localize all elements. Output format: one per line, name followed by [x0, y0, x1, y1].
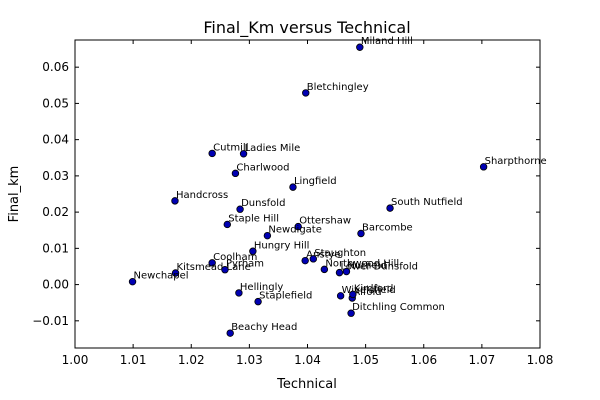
point-label: Bletchingley: [307, 82, 369, 93]
point-label: Beachy Head: [231, 322, 297, 333]
point-label: Ditchling Common: [352, 302, 445, 313]
y-tick-label: 0.03: [42, 169, 69, 183]
point-label: Staughton: [314, 248, 366, 259]
x-tick-label: 1.06: [410, 353, 437, 367]
data-point: [263, 231, 272, 240]
x-tick-label: 1.03: [236, 353, 263, 367]
point-label: Coolham: [213, 252, 257, 263]
y-tick-label: 0.02: [42, 205, 69, 219]
point-label: Barcombe: [362, 222, 413, 233]
axis-ticks: 1.00 1.01 1.02 1.03 1.04 1.05 1.06 1.07 1.08 −0.0…: [32, 40, 553, 367]
data-point: [254, 297, 262, 306]
point-label: Staplefield: [259, 291, 312, 302]
point-label: Nutfield: [347, 261, 386, 272]
data-point: [249, 247, 257, 255]
data-point: [302, 89, 310, 97]
data-point: [294, 222, 302, 231]
point-label: Pyrham: [226, 259, 264, 270]
x-tick-label: 1.05: [352, 353, 379, 367]
data-point: [336, 292, 345, 300]
data-point: [357, 229, 365, 238]
y-tick-label: 0.01: [42, 241, 69, 255]
data-point: [231, 169, 240, 178]
x-axis-label: Technical: [276, 377, 337, 392]
point-label: Kitsmead Lane: [177, 262, 251, 273]
point-label: Ladies Mile: [245, 143, 301, 154]
data-point: [226, 329, 234, 337]
x-tick-label: 1.04: [294, 353, 321, 367]
x-tick-label: 1.01: [120, 353, 147, 367]
data-point: [347, 309, 355, 317]
point-label: Anstye: [306, 250, 340, 261]
point-label: Charlwood: [236, 162, 289, 173]
data-point: [289, 183, 297, 191]
data-point: [301, 256, 309, 265]
y-tick-label: 0.05: [42, 96, 69, 110]
point-label: Sharpthorne: [485, 156, 547, 167]
data-point: [309, 255, 318, 263]
y-axis-label: Final_km: [7, 166, 22, 223]
data-point: [386, 204, 394, 212]
data-point: [221, 266, 229, 274]
data-point: [208, 259, 216, 267]
data-point: [128, 277, 137, 286]
data-point: [171, 197, 179, 205]
data-point: [236, 205, 244, 213]
point-label: Hungry Hill: [254, 240, 310, 251]
point-label: Alfold: [353, 287, 381, 298]
data-point: [235, 289, 243, 297]
x-tick-label: 1.02: [178, 353, 205, 367]
point-label: Handcross: [176, 190, 228, 201]
data-point: [349, 290, 357, 299]
point-label: Wivelsfield: [342, 285, 396, 296]
point-label: Lingfield: [294, 176, 337, 187]
y-tick-label: 0.04: [42, 133, 69, 147]
point-label: Kirdford: [354, 283, 394, 294]
data-point: [342, 267, 351, 276]
data-point: [335, 268, 344, 277]
y-tick-label: 0.00: [42, 278, 69, 292]
point-label: Miland Hill: [361, 36, 413, 47]
y-tick-label: 0.06: [42, 60, 69, 74]
point-label: Cutmill: [213, 142, 248, 153]
point-label: Ottershaw: [299, 216, 351, 227]
y-tick-label: −0.01: [32, 314, 69, 328]
point-label: South Nutfield: [391, 197, 463, 208]
point-label: Northwood Hill: [325, 258, 399, 269]
data-point: [208, 149, 216, 158]
data-point: [223, 220, 231, 229]
data-point: [479, 163, 488, 171]
chart-title: Final_Km versus Technical: [203, 18, 410, 38]
point-label: Lower Dunsfold: [340, 262, 418, 273]
data-point: [171, 269, 180, 277]
point-label: Hellingly: [240, 282, 283, 293]
point-label: Newdigate: [268, 225, 322, 236]
x-tick-label: 1.08: [527, 353, 554, 367]
data-point: [239, 150, 248, 158]
point-label: Dunsfold: [241, 198, 285, 209]
point-label: Staple Hill: [228, 213, 279, 224]
x-tick-label: 1.07: [469, 353, 496, 367]
x-tick-label: 1.00: [62, 353, 89, 367]
data-point: [356, 43, 364, 51]
data-point: [320, 265, 329, 274]
point-label: Newchapel: [134, 271, 189, 282]
